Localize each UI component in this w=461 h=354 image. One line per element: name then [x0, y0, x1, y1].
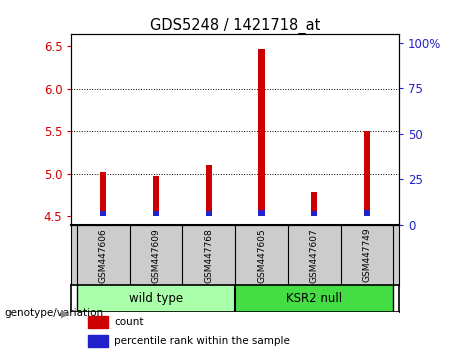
Text: ▶: ▶ — [61, 308, 70, 318]
Text: percentile rank within the sample: percentile rank within the sample — [114, 336, 290, 346]
Text: genotype/variation: genotype/variation — [5, 308, 104, 318]
Bar — [258, 49, 265, 216]
Text: KSR2 null: KSR2 null — [286, 292, 343, 305]
Text: GSM447606: GSM447606 — [99, 228, 107, 282]
Bar — [100, 211, 106, 216]
Bar — [235, 285, 394, 312]
Bar — [206, 165, 212, 216]
Text: count: count — [114, 317, 144, 327]
Text: GSM447749: GSM447749 — [363, 228, 372, 282]
Bar — [153, 211, 159, 216]
Bar — [88, 335, 108, 347]
Text: wild type: wild type — [129, 292, 183, 305]
Bar — [364, 210, 370, 216]
Title: GDS5248 / 1421718_at: GDS5248 / 1421718_at — [150, 17, 320, 34]
Text: GSM447768: GSM447768 — [204, 228, 213, 282]
Bar — [311, 211, 318, 216]
Text: GSM447607: GSM447607 — [310, 228, 319, 282]
Bar — [153, 176, 159, 216]
Text: GSM447609: GSM447609 — [151, 228, 160, 282]
Text: GSM447605: GSM447605 — [257, 228, 266, 282]
Bar — [88, 316, 108, 327]
Bar — [258, 210, 265, 216]
Bar — [100, 172, 106, 216]
Bar — [311, 192, 318, 216]
Bar — [206, 211, 212, 216]
Bar — [77, 285, 235, 312]
Bar — [364, 131, 370, 216]
